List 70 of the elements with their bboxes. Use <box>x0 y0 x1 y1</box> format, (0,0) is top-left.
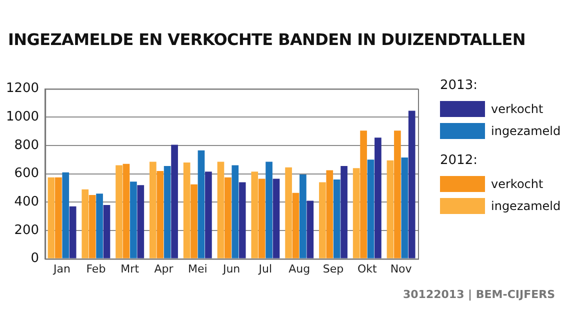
text: 30122013 | BEM-CIJFERS <box>403 288 555 301</box>
y-tick-label: 600 <box>14 166 40 182</box>
bar <box>326 170 334 258</box>
legend-label: ingezameld <box>491 124 561 138</box>
bar <box>300 174 306 258</box>
x-tick-label: Jan <box>52 262 71 276</box>
x-tick-label: Mei <box>188 262 208 276</box>
bar <box>394 130 401 258</box>
bar <box>217 162 224 258</box>
bar <box>171 144 178 258</box>
bar <box>55 177 62 258</box>
bar <box>122 164 130 258</box>
bar <box>386 160 394 258</box>
bar <box>48 177 55 258</box>
bar <box>258 178 266 258</box>
bar <box>352 168 360 258</box>
bar <box>333 179 340 258</box>
bar <box>150 162 156 258</box>
bar <box>88 195 96 258</box>
x-tick-label: Okt <box>357 262 378 276</box>
legend-label: ingezameld <box>491 199 561 213</box>
y-tick-label: 0 <box>30 251 40 266</box>
bar <box>374 138 382 258</box>
x-tick-label: Mrt <box>120 262 140 276</box>
bar <box>306 200 314 258</box>
bar <box>272 178 280 258</box>
bar <box>367 160 374 258</box>
x-tick-label: Sep <box>322 262 344 276</box>
y-tick-label: 400 <box>14 194 40 210</box>
text: 2013: <box>440 78 478 93</box>
bar <box>224 177 232 258</box>
bar <box>164 166 171 258</box>
bar <box>319 182 326 258</box>
text: 2012: <box>440 153 478 168</box>
bar <box>62 172 70 258</box>
bar <box>340 166 348 258</box>
legend-label: verkocht <box>491 102 544 116</box>
bar <box>401 158 408 258</box>
bar <box>82 189 89 258</box>
bar <box>183 162 190 258</box>
x-tick-label: Feb <box>86 262 106 276</box>
bar <box>103 204 110 258</box>
x-tick-label: Apr <box>154 262 174 276</box>
x-tick-label: Jul <box>258 262 272 276</box>
chart-title: INGEZAMELDE EN VERKOCHTE BANDEN IN DUIZENDTALLEN <box>8 30 526 49</box>
bar <box>285 167 292 258</box>
bar <box>190 184 198 258</box>
x-tick-label: Nov <box>390 262 412 276</box>
bar <box>69 206 76 258</box>
bar <box>232 165 239 258</box>
bar <box>116 165 122 258</box>
bar <box>96 194 103 258</box>
bar <box>408 110 416 258</box>
bar <box>137 185 144 258</box>
bar <box>238 182 246 258</box>
bar <box>251 172 258 258</box>
legend-label: verkocht <box>491 177 544 191</box>
bar <box>266 162 272 258</box>
bar <box>130 182 137 258</box>
bar <box>156 170 164 258</box>
x-tick-label: Aug <box>288 262 310 276</box>
y-tick-label: 1200 <box>6 81 40 96</box>
y-tick-label: 1000 <box>6 110 40 125</box>
y-tick-label: 800 <box>14 138 40 153</box>
x-tick-label: Jun <box>222 262 240 276</box>
bar <box>205 172 212 258</box>
bar <box>198 150 205 258</box>
bar <box>360 130 367 258</box>
y-tick-label: 200 <box>14 222 40 238</box>
bar <box>292 192 300 258</box>
